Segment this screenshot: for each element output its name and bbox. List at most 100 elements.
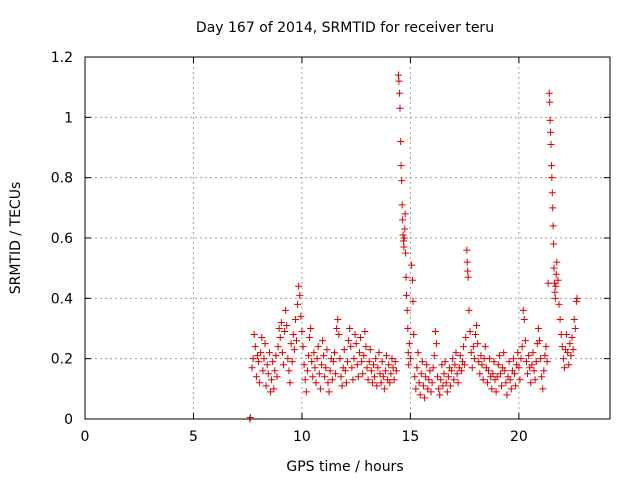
data-point [500,349,508,357]
data-point [546,116,554,124]
data-point [396,104,404,112]
data-point [552,270,560,278]
data-point [414,349,422,357]
data-point [471,331,479,339]
data-point [460,343,468,351]
data-point [539,385,547,393]
data-point [341,367,349,375]
data-point [502,379,510,387]
data-point [419,382,427,390]
data-point [300,361,308,369]
data-point [325,388,333,396]
data-point [476,370,484,378]
data-point [551,294,559,302]
data-point [413,364,421,372]
data-point [310,349,318,357]
data-point [566,340,574,348]
y-tick-label: 0.8 [51,171,73,187]
data-point [464,273,472,281]
y-tick-label: 0.4 [51,291,73,307]
data-point [571,325,579,332]
data-point [314,343,322,351]
data-point [397,162,405,170]
data-point [401,225,409,233]
data-point [550,240,558,248]
data-point [573,294,581,302]
data-point [388,355,396,363]
data-point [321,373,329,381]
data-point [317,361,325,369]
data-point [282,306,290,314]
data-point [544,279,552,287]
data-point [463,258,471,266]
data-point [405,361,413,369]
data-point [454,379,462,387]
data-point [367,367,375,375]
data-point [402,249,410,257]
data-point [442,379,450,387]
data-point [252,373,260,381]
data-point [404,325,412,332]
data-point [250,331,258,339]
data-point [386,379,394,387]
data-point [304,352,312,360]
data-point [548,174,556,182]
data-point [549,222,557,230]
data-point [359,370,367,378]
data-point [399,231,407,239]
data-points [246,71,581,423]
data-point [494,361,502,369]
data-point [401,210,409,218]
data-point [323,346,331,354]
data-point [549,204,557,212]
data-point [287,340,295,348]
data-point [366,346,374,354]
data-point [518,343,526,351]
data-point [355,349,363,357]
data-point [552,282,560,290]
data-point [485,367,493,375]
data-point [564,349,572,357]
data-point [435,385,443,393]
y-axis-title: SRMTID / TECUs [8,182,24,295]
data-point [283,321,291,329]
data-point [365,358,373,366]
data-point [294,300,302,308]
data-point [253,352,261,360]
data-point [512,382,520,390]
data-point [324,379,332,387]
data-point [501,367,509,375]
data-point [428,379,436,387]
data-point [498,382,506,390]
data-point [371,373,379,381]
data-point [477,352,485,360]
data-point [385,361,393,369]
data-point [527,379,535,387]
data-point [551,288,559,296]
data-point [490,358,498,366]
data-point [475,358,483,366]
data-point [548,189,556,197]
data-point [400,243,408,251]
data-point [488,385,496,393]
data-point [381,367,389,375]
data-point [560,364,568,372]
data-point [394,71,402,79]
data-point [303,367,311,375]
data-point [297,312,305,320]
data-point [288,358,296,366]
data-point [529,349,537,357]
data-point [390,376,398,384]
data-point [509,355,517,363]
data-point [537,355,545,363]
x-axis-title: GPS time / hours [286,459,403,475]
data-point [265,349,273,357]
data-point [285,367,293,375]
data-point [547,162,555,170]
data-point [272,352,280,360]
data-point [295,282,303,290]
data-point [556,315,564,323]
data-point [319,337,327,345]
data-point [255,358,263,366]
